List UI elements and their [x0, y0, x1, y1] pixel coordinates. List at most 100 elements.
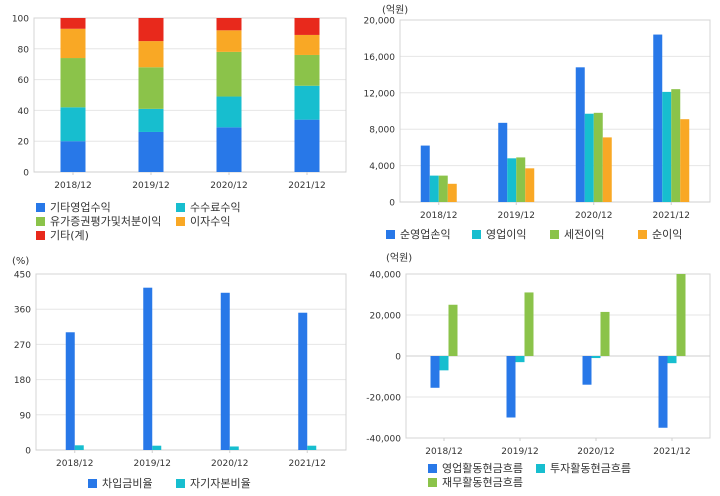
bar-순이익: [680, 119, 690, 202]
chart-ratio: 0 90 180 270 360 450 (%) 2018/12 2019/12 2020/12 2…: [12, 256, 347, 469]
bar-수수료수익: [216, 96, 242, 128]
chart-panel-cashflow: -40,000 -20,000 0 20,000 40,000 (억원) 2018/12 20…: [360, 248, 720, 496]
bar-기타(계): [216, 18, 242, 31]
y-tick-label: 80: [18, 45, 30, 55]
bar-기타영업수익: [60, 141, 86, 172]
bar-순이익: [602, 137, 612, 202]
x-tick-label: 2018/12: [56, 459, 93, 469]
legend-label: 투자활동현금흐름: [550, 462, 631, 475]
legend-label: 기타영업수익: [50, 201, 111, 214]
y-tick-label: 4,000: [369, 162, 395, 172]
bar-투자활동현금흐름: [591, 356, 601, 359]
x-tick-label: 2020/12: [210, 181, 247, 191]
legend-item: 순이익: [638, 227, 682, 243]
bar-기타영업수익: [294, 119, 320, 172]
legend-item: 기타영업수익: [36, 200, 111, 216]
bar-투자활동현금흐름: [515, 356, 525, 363]
bar-수수료수익: [294, 85, 320, 120]
bar-영업이익: [662, 91, 672, 202]
chart-revenue-mix: 0 20 40 60 80 100 2018/12 2019/12 2020/12 2021/12: [12, 15, 347, 191]
legend-cashflow: 영업활동현금흐름 투자활동현금흐름 재무활동현금흐름: [428, 461, 718, 493]
bar-기타영업수익: [138, 131, 164, 172]
unit-label: (억원): [382, 4, 408, 16]
bar-기타영업수익: [216, 127, 242, 172]
bar-세전이익: [593, 112, 603, 202]
bar-순영업손익: [420, 145, 430, 202]
legend-label: 순이익: [652, 228, 683, 241]
bar-영업활동현금흐름: [506, 356, 516, 418]
bar-순이익: [447, 183, 457, 202]
y-tick-label: 40: [18, 107, 30, 117]
x-tick-label: 2018/12: [420, 211, 457, 221]
bar-순영업손익: [653, 34, 663, 203]
legend-swatch: [36, 203, 45, 212]
bar-세전이익: [516, 157, 526, 202]
bar-영업활동현금흐름: [430, 356, 440, 388]
y-tick-label: 16,000: [364, 53, 396, 63]
legend-revenue-mix: 기타영업수익 수수료수익 유가증권평가및처분이익 이자수익 기타(계): [36, 200, 356, 248]
bar-이자수익: [60, 28, 86, 59]
legend-swatch: [428, 478, 437, 487]
bar-이자수익: [294, 34, 320, 55]
legend-label: 차입금비율: [102, 477, 153, 490]
legend-label: 재무활동현금흐름: [442, 476, 523, 489]
bar-세전이익: [671, 89, 681, 202]
bar-차입금비율: [220, 292, 230, 450]
bar-재무활동현금흐름: [600, 311, 610, 356]
y-tick-label: 100: [12, 15, 29, 25]
legend-swatch: [176, 479, 185, 488]
legend-item: 순영업손익: [386, 227, 451, 243]
legend-label: 이자수익: [190, 215, 231, 228]
y-tick-label: 0: [389, 199, 395, 209]
legend-item: 재무활동현금흐름: [428, 475, 523, 491]
legend-label: 세전이익: [564, 228, 605, 241]
legend-item: 유가증권평가및처분이익: [36, 214, 161, 230]
bar-자기자본비율: [74, 445, 84, 450]
legend-label: 유가증권평가및처분이익: [50, 215, 162, 228]
bar-영업이익: [429, 175, 439, 202]
bar-자기자본비율: [229, 446, 239, 450]
bar-자기자본비율: [307, 445, 317, 450]
bar-이자수익: [138, 41, 164, 68]
legend-item: 기타(계): [36, 228, 89, 244]
legend-swatch: [550, 230, 559, 239]
legend-item: 영업활동현금흐름: [428, 461, 523, 477]
bar-영업활동현금흐름: [582, 356, 592, 385]
y-tick-label: 0: [23, 169, 29, 179]
bar-순영업손익: [498, 122, 508, 202]
y-tick-label: 20: [18, 138, 30, 148]
legend-label: 수수료수익: [190, 201, 241, 214]
bar-차입금비율: [65, 332, 75, 450]
y-tick-label: 0: [25, 447, 31, 457]
x-tick-label: 2020/12: [577, 447, 614, 457]
bar-유가증권평가및처분이익: [60, 58, 86, 108]
bar-유가증권평가및처분이익: [138, 67, 164, 109]
legend-profit: 순영업손익 영업이익 세전이익 순이익: [386, 227, 716, 243]
x-tick-label: 2021/12: [289, 459, 326, 469]
x-tick-label: 2019/12: [498, 211, 535, 221]
y-tick-label: -20,000: [366, 394, 401, 404]
chart-cashflow: -40,000 -20,000 0 20,000 40,000 (억원) 2018/12 20…: [366, 252, 711, 457]
legend-swatch: [428, 464, 437, 473]
legend-label: 기타(계): [50, 229, 89, 242]
bar-기타(계): [294, 18, 320, 35]
x-tick-label: 2018/12: [54, 181, 91, 191]
legend-swatch: [472, 230, 481, 239]
y-tick-label: 8,000: [369, 126, 395, 136]
legend-swatch: [36, 231, 45, 240]
legend-item: 영업이익: [472, 227, 526, 243]
bar-차입금비율: [143, 287, 153, 450]
y-tick-label: 12,000: [364, 89, 396, 99]
legend-swatch: [88, 479, 97, 488]
chart-panel-revenue-mix: 0 20 40 60 80 100 2018/12 2019/12 2020/12 2021/12…: [0, 0, 360, 248]
chart-profit: 0 4,000 8,000 12,000 16,000 20,000(억원) 2018/12…: [364, 4, 711, 221]
bar-투자활동현금흐름: [667, 356, 677, 364]
bar-재무활동현금흐름: [676, 274, 686, 356]
y-tick-label: 0: [395, 353, 401, 363]
y-tick-label: 450: [14, 271, 31, 281]
y-tick-label: 90: [20, 411, 32, 421]
unit-label: (%): [12, 256, 29, 267]
bar-기타(계): [60, 18, 86, 29]
bar-영업이익: [507, 158, 517, 202]
x-tick-label: 2020/12: [211, 459, 248, 469]
